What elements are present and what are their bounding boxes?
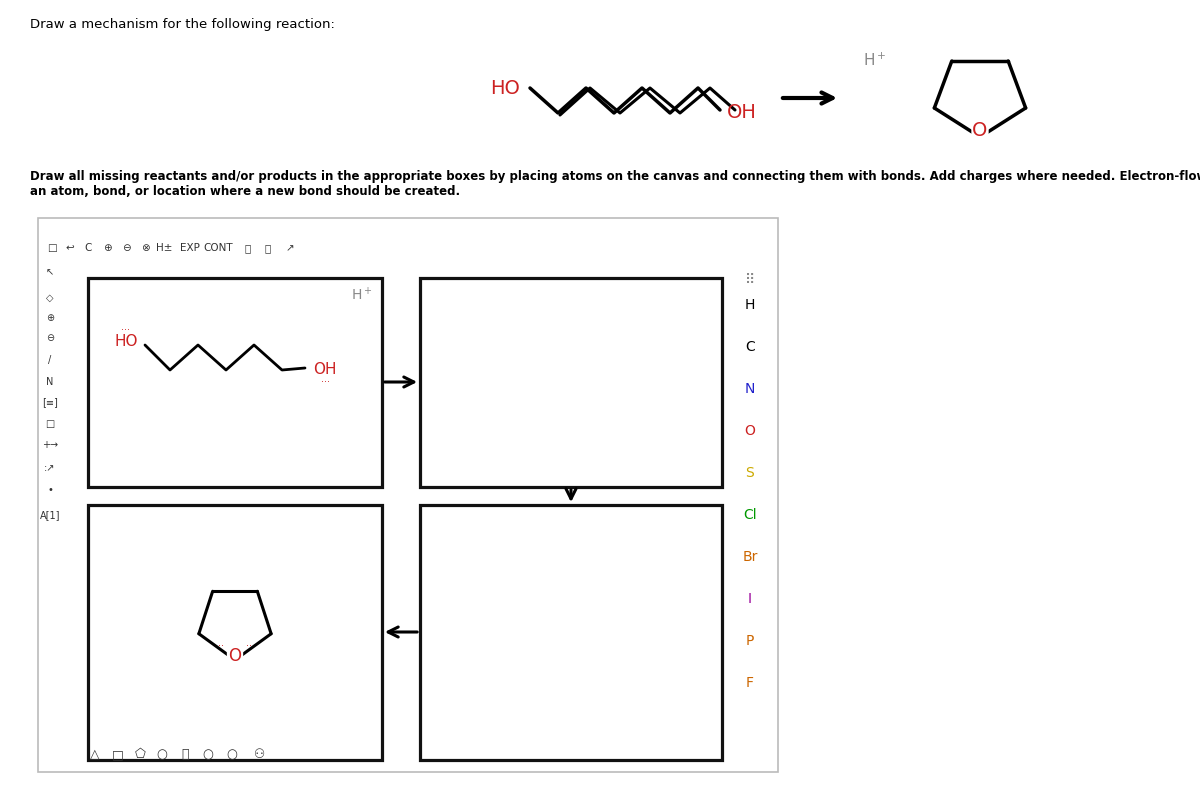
Text: ···: ··· [320, 377, 330, 387]
Text: :↗: :↗ [44, 463, 55, 473]
Text: A[1]: A[1] [40, 510, 60, 520]
Text: HO: HO [114, 334, 138, 349]
Text: Cl: Cl [743, 508, 757, 522]
Text: O: O [228, 647, 241, 665]
Text: □: □ [46, 419, 55, 429]
Text: C: C [84, 243, 91, 253]
Text: N: N [47, 377, 54, 387]
Text: OH: OH [727, 103, 757, 122]
Text: EXP: EXP [180, 243, 200, 253]
Text: ⊗: ⊗ [140, 243, 149, 253]
Text: HO: HO [490, 78, 520, 97]
Text: ··: ·· [218, 641, 224, 651]
Text: S: S [745, 466, 755, 480]
Text: ◇: ◇ [47, 293, 54, 303]
Text: H: H [745, 298, 755, 312]
Text: P: P [746, 634, 754, 648]
Text: H$^+$: H$^+$ [863, 51, 887, 68]
Text: [≡]: [≡] [42, 397, 58, 407]
Text: ↗: ↗ [286, 243, 294, 253]
Text: ❓: ❓ [265, 243, 271, 253]
Text: Draw a mechanism for the following reaction:: Draw a mechanism for the following react… [30, 18, 335, 31]
Text: ⠿: ⠿ [745, 273, 755, 287]
Text: □: □ [47, 243, 56, 253]
Text: H$^+$: H$^+$ [352, 287, 373, 304]
Bar [420, 278, 722, 487]
Bar [38, 218, 778, 772]
Text: an atom, bond, or location where a new bond should be created.: an atom, bond, or location where a new b… [30, 185, 460, 198]
Text: ⌓: ⌓ [181, 749, 188, 761]
Text: OH: OH [313, 363, 336, 378]
Bar [88, 505, 382, 760]
Text: I: I [748, 592, 752, 606]
Text: ↩: ↩ [66, 243, 74, 253]
Text: △: △ [90, 749, 100, 761]
Text: Draw all missing reactants and/or products in the appropriate boxes by placing a: Draw all missing reactants and/or produc… [30, 170, 1200, 183]
Text: ○: ○ [156, 749, 168, 761]
Text: ⬠: ⬠ [134, 749, 145, 761]
Text: CONT: CONT [203, 243, 233, 253]
Text: Br: Br [743, 550, 757, 564]
Text: ··: ·· [246, 641, 252, 651]
Text: N: N [745, 382, 755, 396]
Text: ⊕: ⊕ [46, 313, 54, 323]
Text: +→: +→ [42, 440, 58, 450]
Text: ○: ○ [227, 749, 238, 761]
Text: O: O [744, 424, 756, 438]
Text: ⊕: ⊕ [103, 243, 112, 253]
Text: ⊖: ⊖ [121, 243, 131, 253]
Text: /: / [48, 355, 52, 365]
Text: □: □ [112, 749, 124, 761]
Text: F: F [746, 676, 754, 690]
Text: C: C [745, 340, 755, 354]
Bar [420, 505, 722, 760]
Text: ⓘ: ⓘ [245, 243, 251, 253]
Bar [88, 278, 382, 487]
Text: •: • [47, 485, 53, 495]
Text: ○: ○ [203, 749, 214, 761]
Text: O: O [972, 122, 988, 141]
Text: H±: H± [156, 243, 172, 253]
Bar [38, 262, 722, 290]
Text: ⚇: ⚇ [254, 749, 265, 761]
Text: ↖: ↖ [46, 267, 54, 277]
Text: ⊖: ⊖ [46, 333, 54, 343]
Text: ···: ··· [121, 325, 131, 335]
